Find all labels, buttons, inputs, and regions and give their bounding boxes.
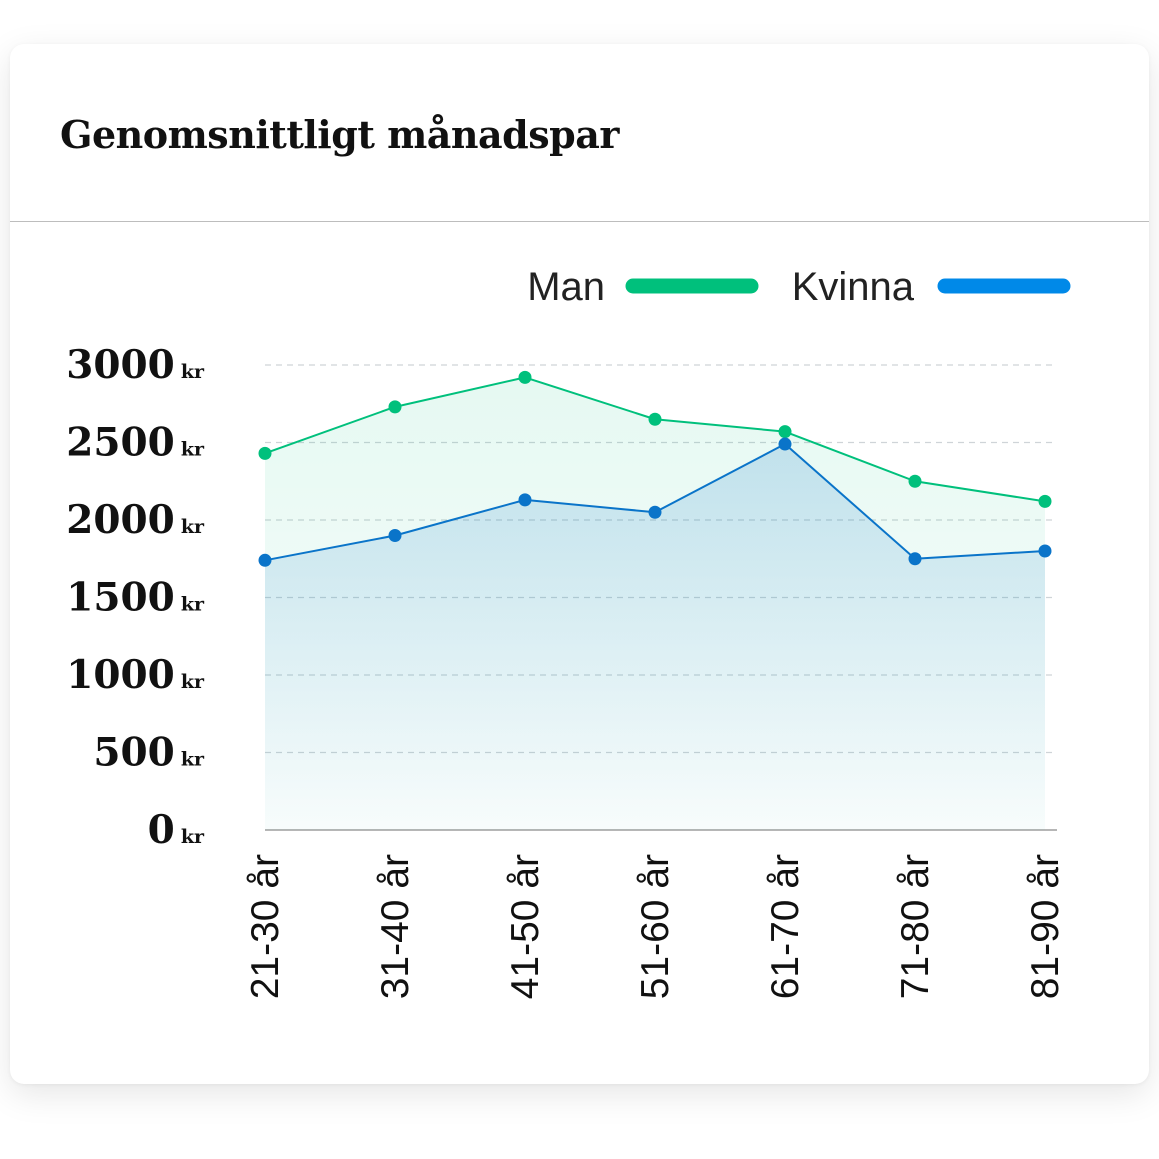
y-tick-label: 0 kr [148,807,205,853]
kvinna-point [908,552,922,566]
y-tick-unit: kr [181,594,205,616]
y-tick-unit: kr [181,516,205,538]
x-tick-label: 51-60 år [634,854,677,999]
card-title: Genomsnittligt månadspar [60,112,619,157]
kvinna-point [518,493,532,507]
y-tick-label: 1500 kr [66,575,205,621]
y-tick-unit: kr [181,439,205,461]
y-tick-unit: kr [181,671,205,693]
y-tick-label: 2500 kr [66,420,205,466]
y-tick-label: 2000 kr [66,497,205,543]
chart-card: Genomsnittligt månadspar 0 kr 500 kr 1000 kr 1… [10,44,1149,1084]
kvinna-area [265,444,1045,830]
man-point [778,425,792,439]
chart-legend: Man Kvinna [527,265,1071,309]
man-point [908,474,922,488]
x-tick-label: 61-70 år [764,854,807,999]
man-point [648,412,662,426]
man-point [1038,494,1052,508]
man-point [518,370,532,384]
y-tick-value: 2000 [66,497,175,543]
y-tick-unit: kr [181,361,205,383]
y-tick-value: 0 [148,807,175,853]
kvinna-point [258,553,272,567]
x-tick-label: 21-30 år [244,854,287,999]
y-tick-value: 500 [93,730,174,776]
y-tick-label: 1000 kr [66,652,205,698]
x-tick-label: 71-80 år [894,854,937,999]
man-point [258,446,272,460]
y-tick-unit: kr [181,826,205,848]
x-tick-label: 31-40 år [374,854,417,999]
y-tick-value: 1500 [66,575,175,621]
y-tick-unit: kr [181,749,205,771]
legend-label-man: Man [527,265,605,309]
x-tick-label: 41-50 år [504,854,547,999]
y-tick-value: 1000 [66,652,175,698]
y-tick-value: 3000 [66,342,175,388]
header-divider [10,221,1149,222]
y-tick-label: 3000 kr [66,342,205,388]
kvinna-point [648,505,662,519]
man-point [388,400,402,414]
kvinna-point [1038,544,1052,558]
legend-label-kvinna: Kvinna [792,265,915,309]
line-chart: 0 kr 500 kr 1000 kr 1500 kr 2000 kr 2500 kr 3000 kr 21… [66,265,1071,999]
x-tick-label: 81-90 år [1024,854,1067,999]
kvinna-point [778,437,792,451]
y-tick-value: 2500 [66,420,175,466]
y-tick-label: 500 kr [93,730,205,776]
kvinna-point [388,529,402,542]
